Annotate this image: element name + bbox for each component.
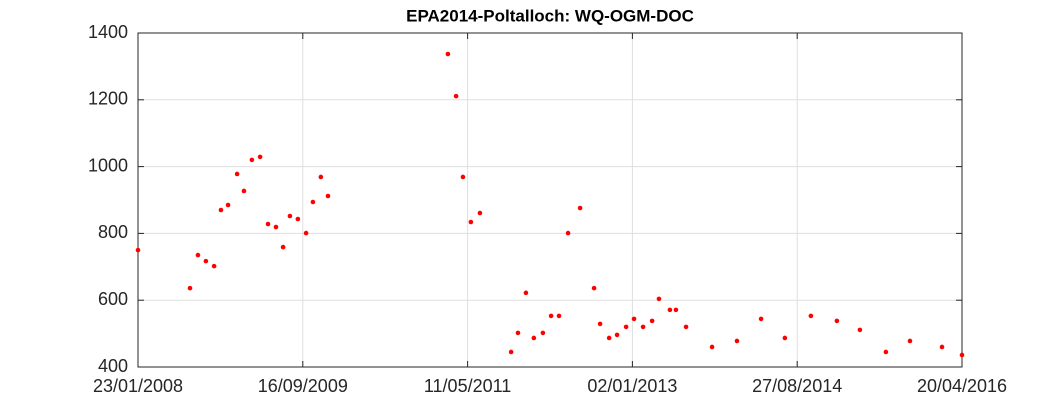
data-point — [523, 290, 529, 296]
data-point — [808, 313, 814, 319]
data-point — [883, 349, 889, 355]
data-point — [939, 344, 945, 350]
data-point — [548, 313, 554, 319]
data-point — [540, 330, 546, 336]
data-point — [453, 93, 459, 99]
data-point — [531, 335, 537, 341]
data-point — [287, 213, 293, 219]
x-tick-label: 02/01/2013 — [587, 376, 677, 396]
data-point — [577, 205, 583, 211]
y-tick-label: 1200 — [88, 89, 128, 109]
data-point — [468, 219, 474, 225]
data-point — [734, 338, 740, 344]
data-point — [203, 258, 209, 264]
data-point — [667, 307, 673, 313]
data-point — [225, 202, 231, 208]
data-point — [135, 247, 141, 253]
data-point — [303, 230, 309, 236]
y-tick-label: 1000 — [88, 155, 128, 175]
data-point — [318, 174, 324, 180]
data-point — [325, 193, 331, 199]
data-point — [211, 263, 217, 269]
data-point — [606, 335, 612, 341]
data-point — [280, 244, 286, 250]
data-point — [834, 318, 840, 324]
data-point — [907, 338, 913, 344]
data-point — [591, 285, 597, 291]
data-point — [656, 296, 662, 302]
y-tick-label: 1400 — [88, 22, 128, 42]
y-tick-label: 800 — [98, 222, 128, 242]
data-point — [265, 221, 271, 227]
data-point — [556, 313, 562, 319]
data-point — [614, 332, 620, 338]
data-point — [187, 285, 193, 291]
x-tick-label: 23/01/2008 — [93, 376, 183, 396]
plot-frame — [137, 32, 963, 368]
data-point — [310, 199, 316, 205]
x-tick-label: 11/05/2011 — [424, 376, 511, 396]
data-point — [623, 324, 629, 330]
data-point — [195, 252, 201, 258]
data-point — [257, 154, 263, 160]
data-point — [640, 324, 646, 330]
data-point — [782, 335, 788, 341]
data-point — [758, 316, 764, 322]
data-point — [234, 171, 240, 177]
x-tick-label: 27/08/2014 — [752, 376, 842, 396]
data-point — [241, 188, 247, 194]
data-point — [709, 344, 715, 350]
x-tick-label: 16/09/2009 — [258, 376, 348, 396]
chart-title: EPA2014-Poltalloch: WQ-OGM-DOC — [406, 6, 694, 25]
data-point — [673, 307, 679, 313]
data-point — [445, 51, 451, 57]
y-tick-label: 600 — [98, 289, 128, 309]
x-tick-label: 20/04/2016 — [917, 376, 1007, 396]
data-point — [460, 174, 466, 180]
data-point — [683, 324, 689, 330]
data-point — [515, 330, 521, 336]
data-point — [508, 349, 514, 355]
data-point — [218, 207, 224, 213]
data-point — [295, 216, 301, 222]
data-point — [249, 157, 255, 163]
data-point — [565, 230, 571, 236]
data-point — [273, 224, 279, 230]
y-tick-label: 400 — [98, 356, 128, 376]
data-point — [959, 352, 965, 358]
data-point — [649, 318, 655, 324]
data-point — [597, 321, 603, 327]
data-point — [857, 327, 863, 333]
data-point — [631, 316, 637, 322]
data-point — [477, 210, 483, 216]
